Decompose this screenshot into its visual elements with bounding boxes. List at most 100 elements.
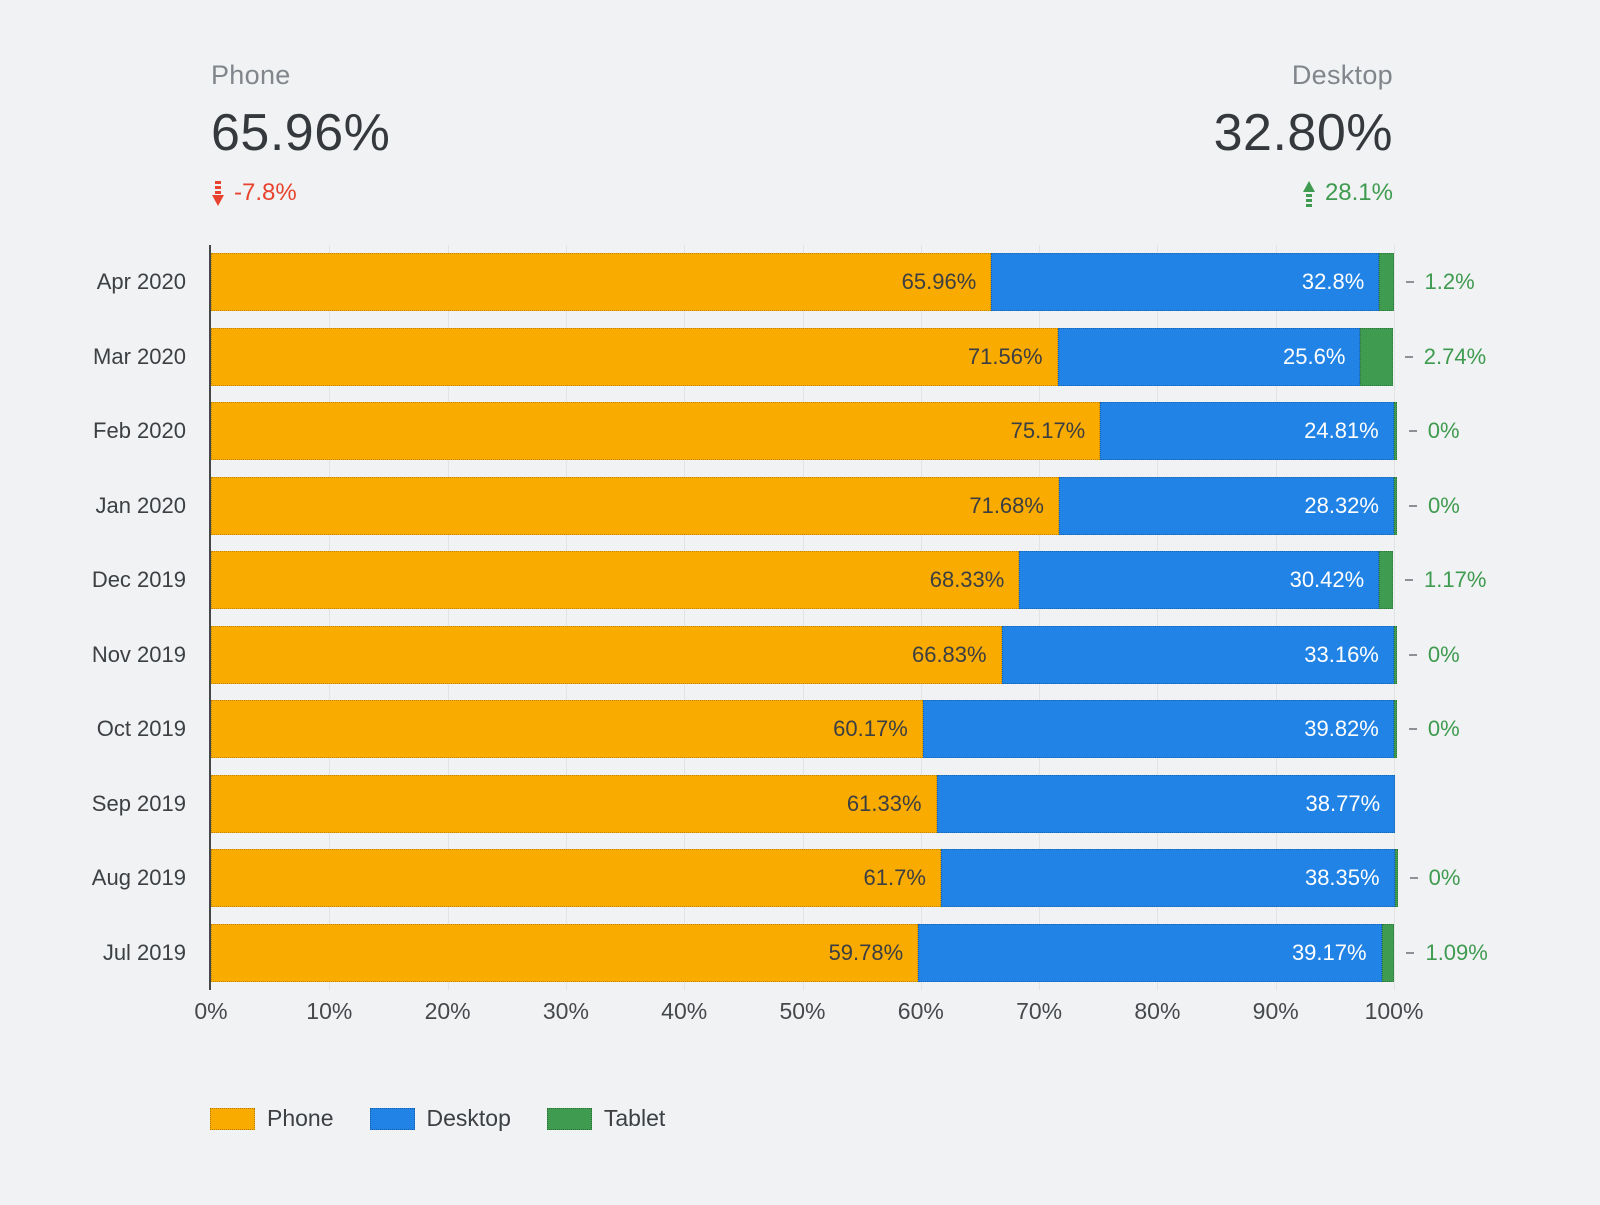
phone-bar-value: 75.17% xyxy=(1010,418,1086,444)
phone-bar-segment[interactable]: 66.83% xyxy=(211,625,1002,684)
phone-bar-segment[interactable]: 68.33% xyxy=(211,551,1020,610)
phone-bar-value: 71.68% xyxy=(969,492,1044,518)
desktop-summary-label: Desktop xyxy=(1291,60,1393,90)
phone-bar-value: 61.33% xyxy=(846,790,922,816)
bar-track: 59.78% 39.17% 1.09% xyxy=(211,923,1488,982)
y-axis-label: Jan 2020 xyxy=(95,492,186,518)
gridline xyxy=(329,245,331,990)
tablet-bar-value: 0% xyxy=(1427,418,1460,444)
phone-bar-value: 61.7% xyxy=(863,865,926,891)
y-axis-label: Mar 2020 xyxy=(93,343,186,369)
y-axis-label: Nov 2019 xyxy=(91,641,186,667)
tablet-bar-value: 0% xyxy=(1427,641,1460,667)
phone-delta-value: -7.8% xyxy=(234,179,297,206)
desktop-bar-segment[interactable]: 25.6% xyxy=(1057,327,1361,386)
desktop-bar-value: 24.81% xyxy=(1304,418,1379,444)
bar-track: 68.33% 30.42% 1.17% xyxy=(211,551,1486,610)
desktop-bar-segment[interactable]: 24.81% xyxy=(1100,402,1394,461)
plot-area xyxy=(209,245,1395,990)
phone-bar-value: 66.83% xyxy=(911,641,987,667)
tablet-bar-value: 0% xyxy=(1428,865,1461,891)
tablet-bar-segment[interactable] xyxy=(1393,476,1397,535)
phone-bar-value: 59.78% xyxy=(828,939,904,965)
phone-bar-segment[interactable]: 60.17% xyxy=(211,700,923,759)
y-axis-line xyxy=(209,245,211,990)
phone-bar-segment[interactable]: 61.33% xyxy=(211,774,937,833)
legend-swatch-phone xyxy=(210,1107,255,1130)
tablet-bar-value: 0% xyxy=(1427,492,1460,518)
x-axis-tick-label: 30% xyxy=(542,998,589,1024)
tablet-value-tick xyxy=(1408,504,1417,507)
arrow-up-icon xyxy=(1302,180,1316,207)
tablet-bar-segment[interactable] xyxy=(1379,253,1394,312)
bar-row: Jul 2019 59.78% 39.17% 1.09% xyxy=(0,916,1600,991)
tablet-value-tick xyxy=(1405,579,1414,582)
desktop-bar-segment[interactable]: 33.16% xyxy=(1001,625,1394,684)
desktop-bar-value: 32.8% xyxy=(1301,269,1365,295)
tablet-bar-value: 1.09% xyxy=(1425,939,1488,965)
stacked-bar-chart: Apr 2020 65.96% 32.8% 1.2% Mar 2020 71.56% 25.… xyxy=(0,245,1600,990)
gridline xyxy=(920,245,922,990)
bar-row: Nov 2019 66.83% 33.16% 0% xyxy=(0,618,1600,693)
desktop-bar-value: 38.77% xyxy=(1305,790,1381,816)
tablet-bar-segment[interactable] xyxy=(1394,849,1398,908)
x-axis-tick-label: 70% xyxy=(1016,998,1063,1024)
desktop-bar-segment[interactable]: 30.42% xyxy=(1019,551,1380,610)
phone-summary-label: Phone xyxy=(211,60,291,90)
legend-item-desktop[interactable]: Desktop xyxy=(369,1105,511,1132)
phone-summary-delta: -7.8% xyxy=(211,179,390,207)
desktop-bar-segment[interactable]: 38.35% xyxy=(940,849,1395,908)
phone-bar-segment[interactable]: 65.96% xyxy=(211,253,992,312)
bar-row: Apr 2020 65.96% 32.8% 1.2% xyxy=(0,245,1600,320)
bar-track: 66.83% 33.16% 0% xyxy=(211,625,1460,684)
tablet-bar-segment[interactable] xyxy=(1393,625,1397,684)
bar-row: Mar 2020 71.56% 25.6% 2.74% xyxy=(0,320,1600,395)
tablet-value-tick xyxy=(1405,281,1414,284)
desktop-bar-segment[interactable]: 39.82% xyxy=(922,700,1394,759)
x-axis-tick-label: 80% xyxy=(1134,998,1181,1024)
legend-label: Desktop xyxy=(426,1105,511,1131)
desktop-summary-card: Desktop 32.80% 28.1% xyxy=(1214,60,1393,207)
tablet-value-tick xyxy=(1408,653,1417,656)
legend-item-tablet[interactable]: Tablet xyxy=(546,1105,666,1132)
gridline xyxy=(1394,245,1395,990)
tablet-value-tick xyxy=(1406,951,1415,954)
legend-label: Phone xyxy=(267,1105,334,1131)
tablet-bar-segment[interactable] xyxy=(1360,327,1393,386)
x-axis-tick-label: 60% xyxy=(897,998,944,1024)
tablet-bar-value: 0% xyxy=(1427,716,1460,742)
desktop-bar-value: 38.35% xyxy=(1304,865,1380,891)
desktop-bar-value: 39.82% xyxy=(1304,716,1379,742)
tablet-value-tick xyxy=(1408,430,1417,433)
gridline xyxy=(1275,245,1277,990)
desktop-bar-segment[interactable]: 28.32% xyxy=(1058,476,1394,535)
tablet-bar-segment[interactable] xyxy=(1393,402,1397,461)
phone-bar-value: 65.96% xyxy=(901,269,977,295)
tablet-value-tick xyxy=(1409,877,1418,880)
gridline xyxy=(1157,245,1159,990)
x-axis-tick-label: 40% xyxy=(661,998,708,1024)
desktop-bar-segment[interactable]: 32.8% xyxy=(991,253,1380,312)
bar-row: Dec 2019 68.33% 30.42% 1.17% xyxy=(0,543,1600,618)
bar-track: 60.17% 39.82% 0% xyxy=(211,700,1460,759)
tablet-value-tick xyxy=(1404,355,1413,358)
y-axis-label: Apr 2020 xyxy=(96,269,186,295)
phone-bar-segment[interactable]: 61.7% xyxy=(211,849,941,908)
tablet-bar-segment[interactable] xyxy=(1379,551,1394,610)
bar-row: Oct 2019 60.17% 39.82% 0% xyxy=(0,692,1600,767)
phone-bar-segment[interactable]: 59.78% xyxy=(211,923,919,982)
legend-label: Tablet xyxy=(603,1105,666,1131)
desktop-summary-value: 32.80% xyxy=(1213,104,1393,162)
tablet-value-tick xyxy=(1408,728,1417,731)
desktop-bar-value: 25.6% xyxy=(1283,343,1346,369)
desktop-bar-segment[interactable]: 39.17% xyxy=(918,923,1382,982)
y-axis-label: Jul 2019 xyxy=(102,939,186,965)
tablet-bar-segment[interactable] xyxy=(1381,923,1395,982)
phone-bar-segment[interactable]: 71.56% xyxy=(211,327,1058,386)
tablet-bar-segment[interactable] xyxy=(1393,700,1397,759)
y-axis-label: Oct 2019 xyxy=(96,716,186,742)
phone-bar-segment[interactable]: 75.17% xyxy=(211,402,1101,461)
phone-bar-segment[interactable]: 71.68% xyxy=(211,476,1059,535)
legend-item-phone[interactable]: Phone xyxy=(210,1105,334,1132)
desktop-bar-segment[interactable]: 38.77% xyxy=(936,774,1396,833)
